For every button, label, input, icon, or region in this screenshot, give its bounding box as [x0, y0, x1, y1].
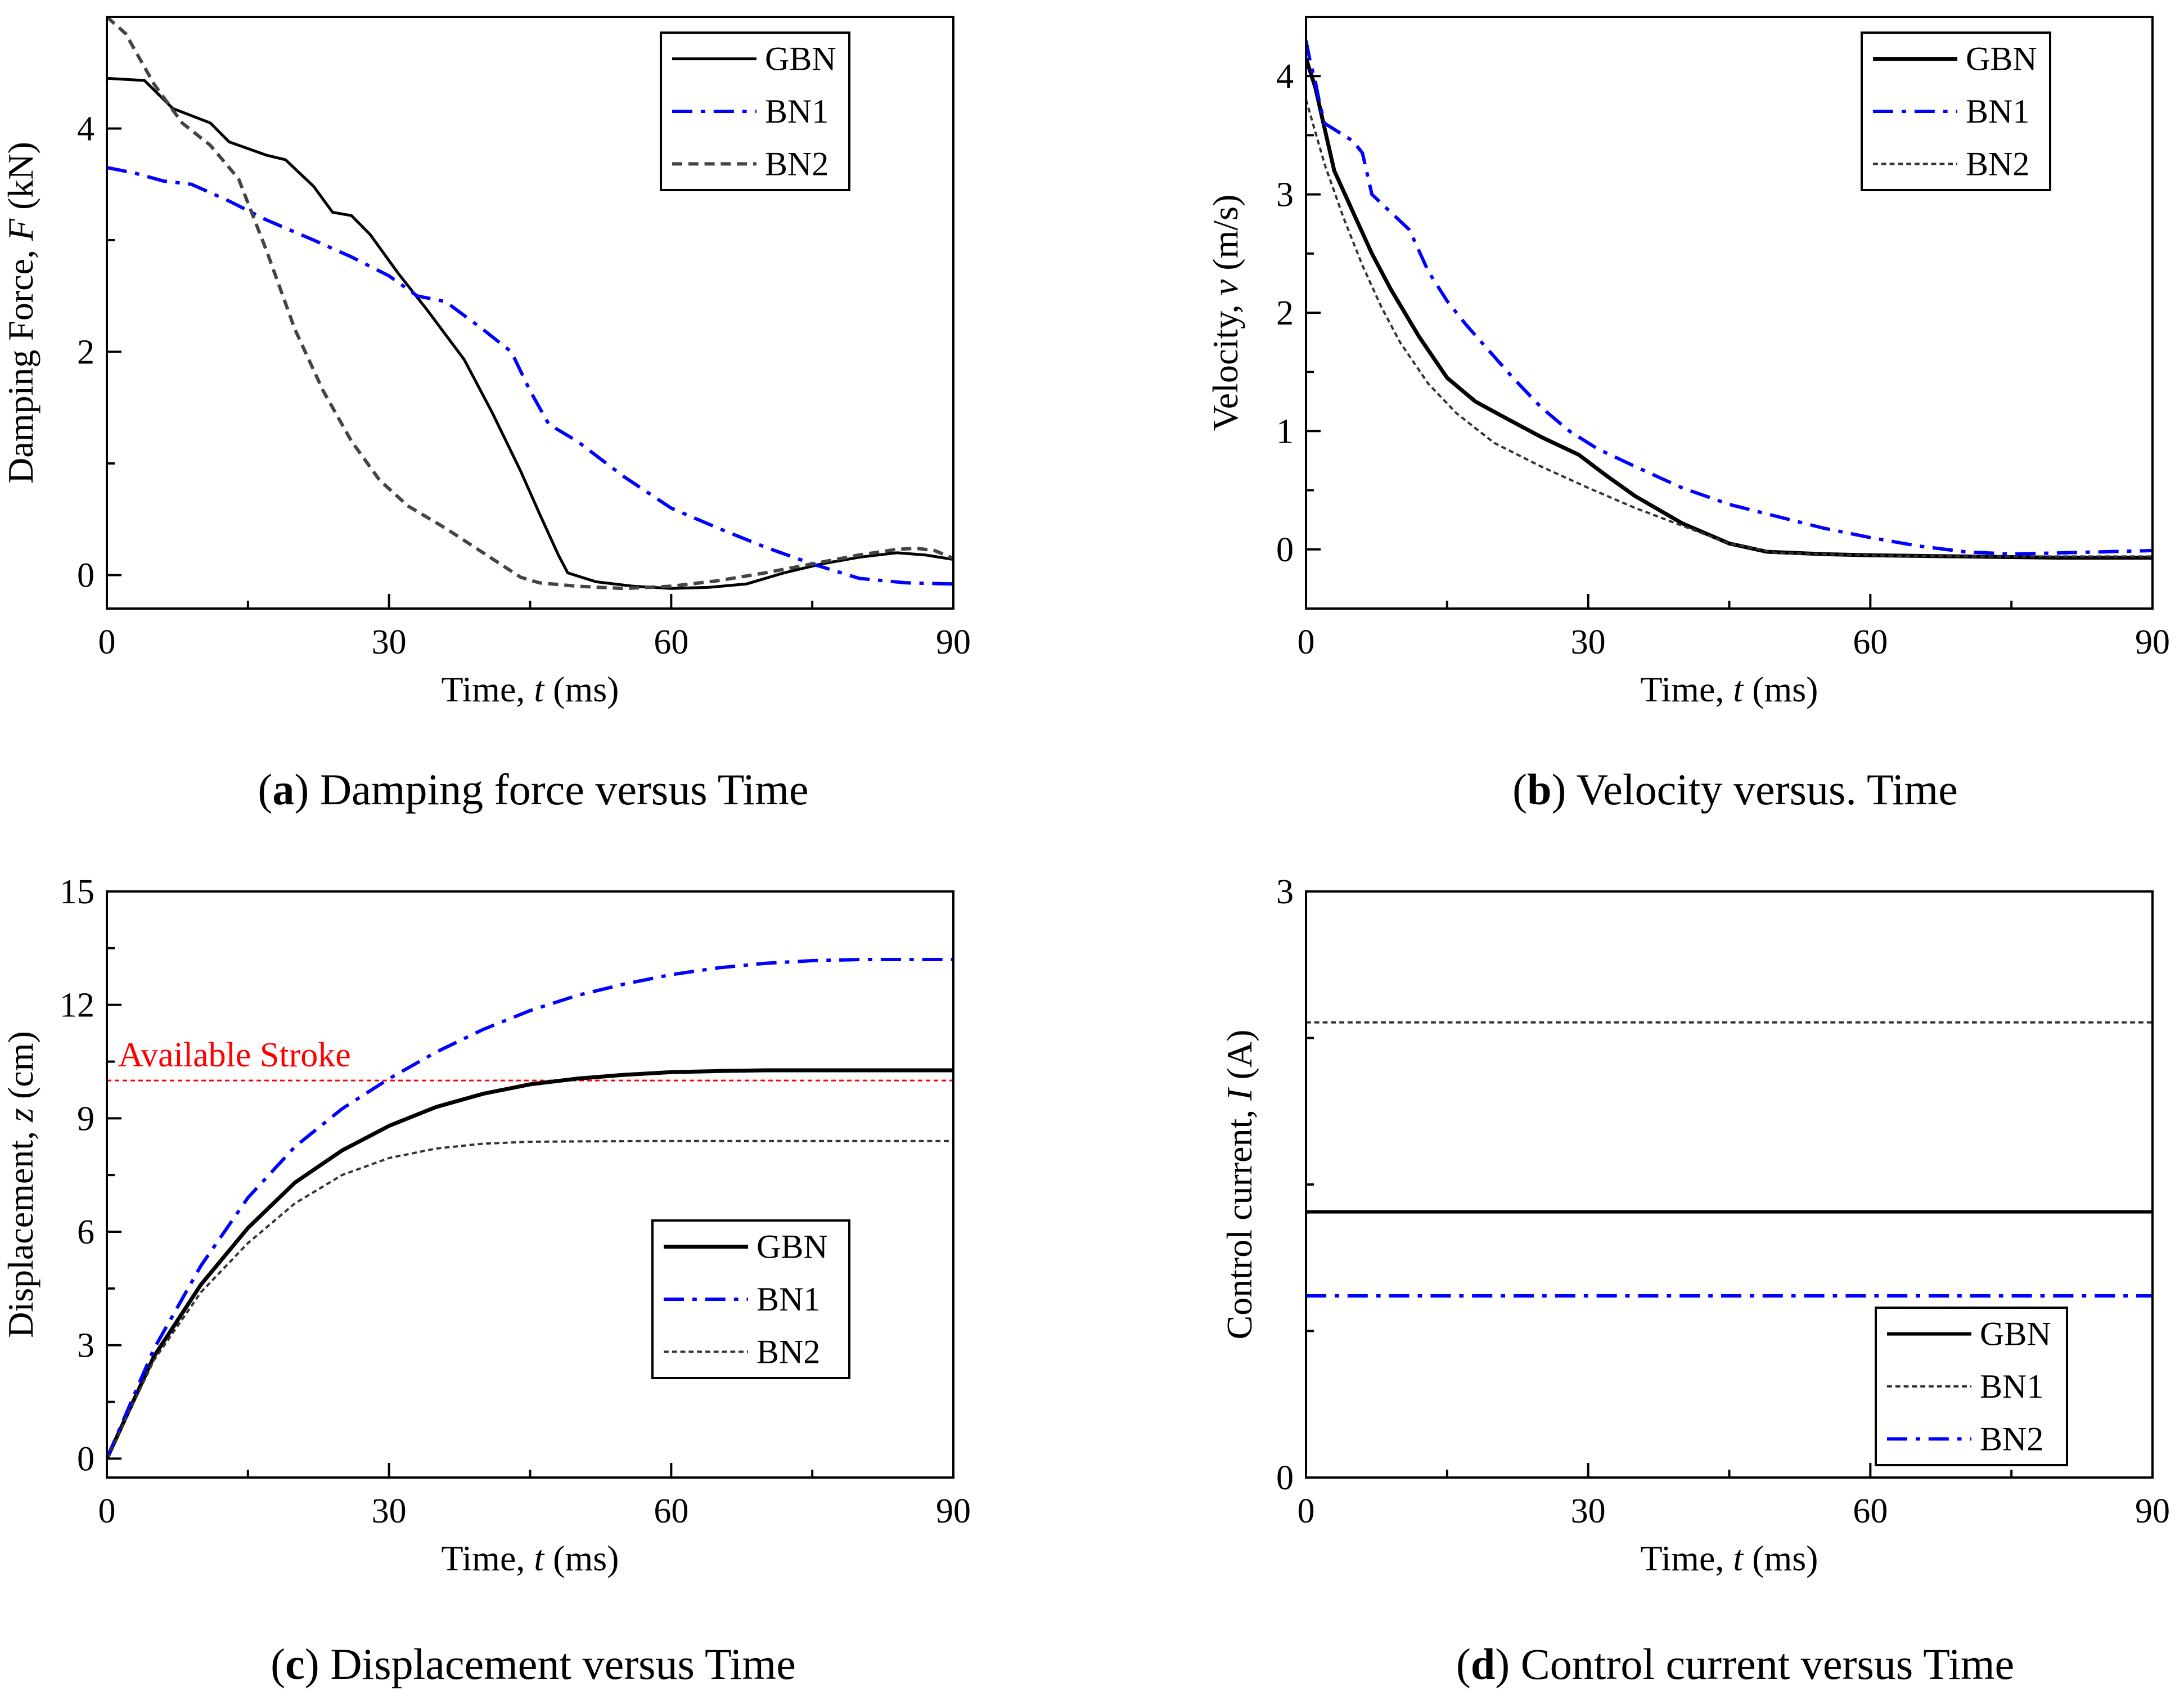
y-tick-label: 1: [1276, 412, 1294, 451]
panel-caption: (c) Displacement versus Time: [271, 1640, 796, 1688]
legend-label-bn2: BN2: [756, 1333, 820, 1370]
series-line-gbn: [107, 1068, 953, 1460]
y-tick-label: 0: [77, 1440, 94, 1478]
panel-caption: (d) Control current versus Time: [1456, 1640, 2014, 1688]
y-tick-label: 12: [60, 987, 94, 1025]
legend: GBN BN1 BN2: [1861, 31, 2051, 191]
chart-panel-c: Available Stroke 0 30 60 90 0 3 6 9 12 15 Time, t (…: [1, 873, 971, 1688]
series-line-bn1: [107, 958, 953, 1460]
x-tick-label: 30: [1571, 1492, 1606, 1530]
available-stroke-label: Available Stroke: [118, 1036, 351, 1074]
x-axis-title: Time, t (ms): [1641, 1538, 1818, 1578]
y-tick-label: 6: [77, 1213, 94, 1251]
x-tick-label: 60: [1853, 623, 1888, 661]
legend-label-bn1: BN1: [756, 1281, 820, 1318]
y-axis-title: Velocity, v (m/s): [1205, 195, 1245, 431]
chart-panel-a: 0 30 60 90 0 2 4 Time, t (ms) Damping Force, F (…: [1, 16, 971, 814]
y-tick-label: 15: [60, 873, 94, 911]
x-tick-label: 30: [1571, 623, 1606, 661]
legend-label-gbn: GBN: [1966, 40, 2037, 78]
x-tick-label: 60: [1853, 1492, 1888, 1530]
x-tick-label: 90: [2135, 623, 2170, 661]
y-tick-label: 3: [77, 1327, 94, 1365]
x-tick-label: 0: [98, 623, 116, 661]
chart-panel-b: 0 30 60 90 0 1 2 3 4 Time, t (ms) Velocity, v (m/s…: [1205, 16, 2170, 814]
y-axis-title: Damping Force, F (kN): [1, 142, 40, 484]
chart-panel-d: 0 30 60 90 0 3 Time, t (ms) Control current, I …: [1219, 873, 2170, 1688]
y-tick-label: 0: [77, 556, 94, 594]
legend-label-gbn: GBN: [756, 1228, 828, 1265]
y-tick-label: 0: [1276, 531, 1294, 569]
x-tick-label: 90: [936, 623, 971, 661]
legend-label-bn2: BN2: [1966, 145, 2029, 182]
legend: GBN BN1 BN2: [660, 31, 850, 191]
series-line-bn1: [107, 166, 953, 586]
series-line-gbn: [107, 76, 953, 590]
x-tick-label: 90: [2135, 1492, 2170, 1530]
legend-label-bn1: BN1: [765, 93, 828, 130]
legend-label-bn2: BN2: [1980, 1420, 2043, 1457]
legend-label-bn1: BN1: [1966, 93, 2029, 130]
series-line-bn2: [107, 17, 953, 591]
y-tick-label: 2: [1276, 294, 1294, 332]
x-tick-label: 30: [372, 1492, 407, 1530]
x-tick-label: 60: [654, 1492, 688, 1530]
plot-frame: [106, 890, 954, 1479]
legend: GBN BN1 BN2: [651, 1219, 850, 1379]
y-tick-label: 3: [1276, 873, 1294, 911]
y-axis-title: Displacement, z (cm): [1, 1031, 40, 1338]
legend-label-gbn: GBN: [1980, 1316, 2051, 1353]
x-tick-label: 30: [372, 623, 407, 661]
panel-caption: (a) Damping force versus Time: [258, 765, 808, 814]
y-tick-label: 3: [1276, 176, 1294, 214]
legend-label-bn1: BN1: [1980, 1368, 2043, 1405]
y-axis-title: Control current, I (A): [1219, 1030, 1259, 1340]
series-line-bn2: [1306, 99, 2153, 558]
x-tick-label: 0: [98, 1492, 116, 1530]
y-tick-label: 2: [77, 333, 94, 371]
x-axis-title: Time, t (ms): [442, 1538, 619, 1578]
legend-label-gbn: GBN: [765, 40, 836, 78]
y-tick-label: 4: [77, 110, 94, 148]
legend-label-bn2: BN2: [765, 145, 828, 182]
legend: GBN BN1 BN2: [1875, 1307, 2068, 1466]
y-tick-label: 0: [1276, 1459, 1294, 1497]
series-line-bn1: [1306, 40, 2153, 556]
x-axis-title: Time, t (ms): [442, 669, 619, 709]
x-tick-label: 0: [1298, 623, 1315, 661]
panel-caption: (b) Velocity versus. Time: [1512, 765, 1958, 814]
x-tick-label: 90: [936, 1492, 971, 1530]
y-tick-label: 4: [1276, 57, 1294, 96]
x-tick-label: 0: [1298, 1492, 1315, 1530]
x-tick-label: 60: [654, 623, 688, 661]
y-tick-label: 9: [77, 1100, 94, 1138]
x-axis-title: Time, t (ms): [1641, 669, 1818, 709]
